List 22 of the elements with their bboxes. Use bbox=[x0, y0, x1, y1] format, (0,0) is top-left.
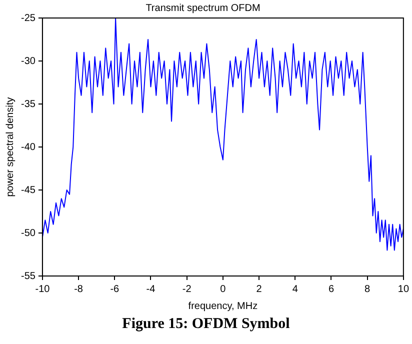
y-tick-label: -45 bbox=[21, 184, 36, 196]
y-tick-label: -55 bbox=[21, 270, 36, 282]
caption: Figure 15: OFDM Symbol bbox=[121, 316, 291, 333]
x-tick-label: -4 bbox=[146, 284, 156, 295]
y-tick-label: -35 bbox=[21, 98, 36, 110]
x-tick-label: 6 bbox=[328, 284, 334, 295]
x-axis-title: frequency, MHz bbox=[188, 300, 258, 312]
x-tick-label: 10 bbox=[398, 284, 410, 295]
x-tick-label: -2 bbox=[182, 284, 192, 295]
x-tick-label: -10 bbox=[35, 284, 50, 295]
x-tick-label: 4 bbox=[292, 284, 298, 295]
chart-title: Transmit spectrum OFDM bbox=[146, 2, 260, 14]
y-axis-title: power spectral density bbox=[4, 97, 16, 197]
x-tick-label: 0 bbox=[220, 284, 226, 295]
y-tick-label: -25 bbox=[21, 12, 36, 24]
x-tick-label: -8 bbox=[74, 284, 84, 295]
y-tick-label: -50 bbox=[21, 228, 36, 239]
x-tick-label: 2 bbox=[256, 284, 262, 295]
x-tick-label: 8 bbox=[364, 284, 371, 295]
y-tick-label: -40 bbox=[21, 142, 36, 153]
y-tick-label: -30 bbox=[21, 56, 36, 67]
x-tick-label: -6 bbox=[110, 284, 120, 295]
